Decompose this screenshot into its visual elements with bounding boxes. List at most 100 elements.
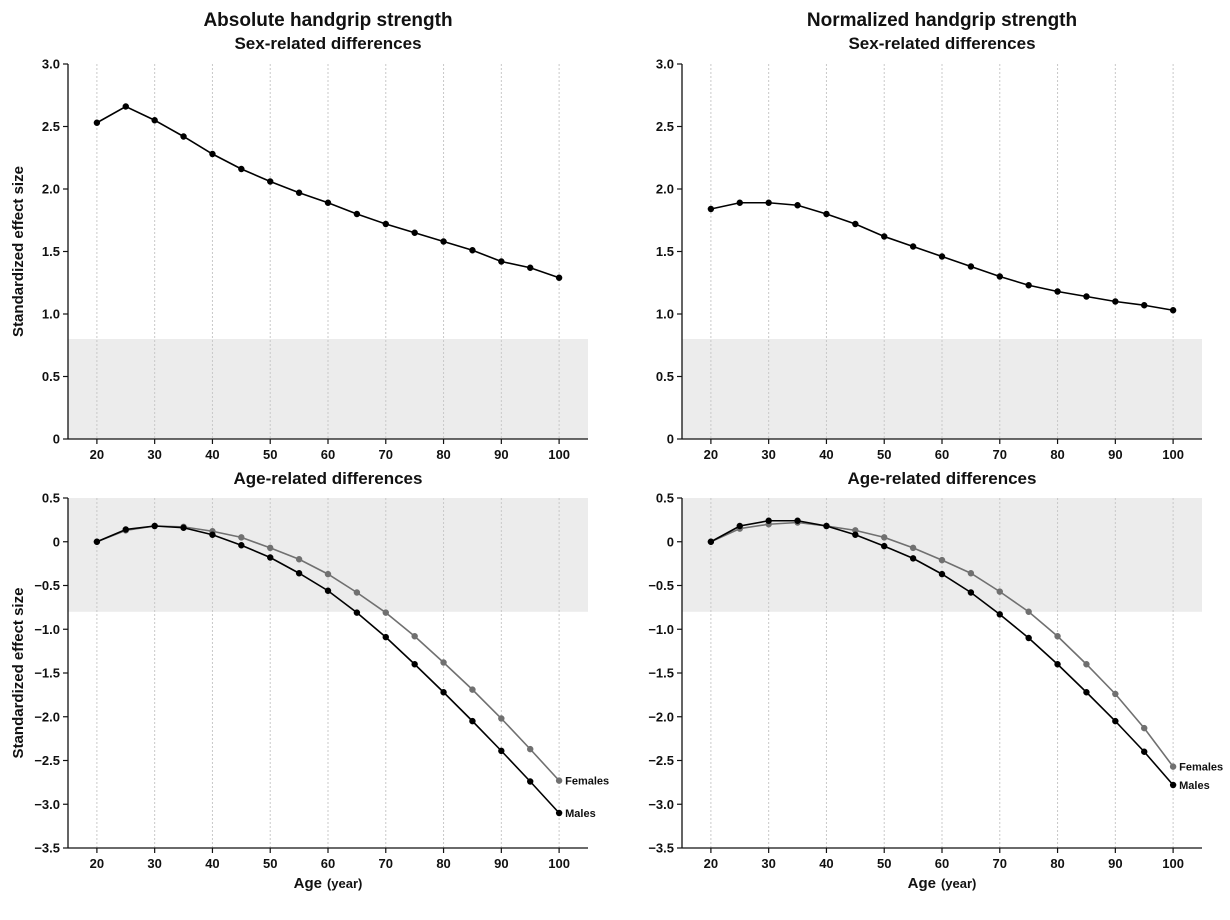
y-tick-label: 2.0 bbox=[656, 182, 674, 197]
y-tick-label: 0.5 bbox=[42, 491, 60, 506]
data-point bbox=[498, 715, 505, 722]
y-tick-label: −3.5 bbox=[34, 841, 60, 856]
x-tick-label: 60 bbox=[321, 447, 335, 462]
data-point bbox=[295, 570, 303, 577]
x-tick-label: 70 bbox=[379, 447, 393, 462]
data-point bbox=[267, 178, 274, 185]
data-point bbox=[555, 274, 563, 281]
data-point bbox=[267, 544, 274, 552]
x-tick-label: 60 bbox=[935, 447, 949, 462]
x-tick-label: 20 bbox=[90, 447, 104, 462]
x-tick-label: 80 bbox=[1050, 856, 1064, 871]
data-point bbox=[765, 199, 772, 206]
data-point bbox=[555, 777, 563, 784]
data-point bbox=[498, 258, 505, 265]
data-point bbox=[996, 611, 1003, 618]
x-tick-label: 60 bbox=[935, 856, 949, 871]
x-tick-label: 50 bbox=[263, 856, 277, 871]
data-point bbox=[353, 210, 361, 218]
data-point bbox=[93, 119, 101, 126]
panel-1: 0 0.5 1.0 1.5 2.0 2.5 3.0 20 30 40 50 60 70 80 90 100 Ab… bbox=[10, 10, 588, 462]
x-tick-label: 30 bbox=[147, 856, 161, 871]
y-tick-label: −2.5 bbox=[34, 753, 60, 768]
data-point bbox=[881, 542, 888, 550]
y-axis-label: Standardized effect size bbox=[10, 166, 27, 337]
x-tick-label: 40 bbox=[819, 856, 833, 871]
y-tick-label: 1.0 bbox=[42, 307, 60, 322]
x-axis-label: Age (year) bbox=[908, 875, 977, 892]
data-point bbox=[238, 165, 245, 173]
data-point bbox=[852, 527, 859, 534]
y-tick-label: 0 bbox=[667, 432, 674, 447]
series-label-females: Females bbox=[565, 776, 609, 788]
data-point bbox=[823, 210, 830, 218]
series-label-males: Males bbox=[565, 808, 596, 820]
chart-subtitle: Age-related differences bbox=[848, 469, 1037, 488]
data-point bbox=[555, 809, 563, 817]
x-tick-label: 70 bbox=[379, 856, 393, 871]
y-tick-label: 3.0 bbox=[42, 57, 60, 72]
data-point bbox=[527, 264, 534, 271]
data-point bbox=[1141, 302, 1148, 309]
x-tick-label: 50 bbox=[877, 447, 891, 462]
y-tick-label: −1.0 bbox=[34, 622, 60, 637]
data-point bbox=[527, 745, 534, 753]
data-point bbox=[1054, 633, 1061, 640]
data-point bbox=[469, 717, 476, 725]
data-point bbox=[440, 659, 447, 666]
x-axis-label-unit: (year) bbox=[941, 876, 976, 891]
y-tick-label: −3.5 bbox=[648, 841, 674, 856]
x-axis-label: Age (year) bbox=[294, 875, 363, 892]
data-point bbox=[938, 556, 946, 564]
data-point bbox=[909, 243, 917, 250]
chart-title: Normalized handgrip strength bbox=[807, 10, 1077, 31]
data-point bbox=[1083, 689, 1090, 696]
data-point bbox=[353, 589, 361, 596]
data-point bbox=[1141, 748, 1148, 755]
data-point bbox=[1112, 690, 1119, 698]
x-tick-label: 90 bbox=[494, 856, 508, 871]
x-tick-label: 30 bbox=[761, 447, 775, 462]
y-tick-label: −0.5 bbox=[34, 578, 60, 593]
data-point bbox=[881, 233, 888, 240]
y-tick-label: −2.0 bbox=[34, 709, 60, 724]
y-tick-label: 0.5 bbox=[656, 491, 674, 506]
x-tick-label: 90 bbox=[1108, 856, 1122, 871]
y-tick-label: 2.5 bbox=[656, 119, 674, 134]
x-tick-label: 20 bbox=[704, 447, 718, 462]
panel-2: 0 0.5 1.0 1.5 2.0 2.5 3.0 20 30 40 50 60 70 80 90 100 No… bbox=[656, 10, 1202, 462]
data-point bbox=[967, 589, 975, 596]
x-tick-label: 50 bbox=[877, 856, 891, 871]
data-point bbox=[180, 524, 187, 531]
x-axis-label-unit: (year) bbox=[327, 876, 362, 891]
data-point bbox=[209, 531, 216, 538]
x-tick-label: 90 bbox=[494, 447, 508, 462]
x-tick-label: 80 bbox=[436, 856, 450, 871]
data-point bbox=[1054, 288, 1061, 295]
x-tick-label: 40 bbox=[819, 447, 833, 462]
chart-subtitle: Sex-related differences bbox=[234, 34, 421, 53]
data-point bbox=[527, 778, 534, 785]
data-point bbox=[881, 534, 888, 541]
data-point bbox=[909, 555, 917, 562]
x-tick-label: 80 bbox=[1050, 447, 1064, 462]
x-axis-label-text: Age bbox=[908, 875, 936, 892]
data-point bbox=[180, 133, 187, 140]
data-point bbox=[324, 570, 332, 578]
y-tick-label: −2.0 bbox=[648, 709, 674, 724]
x-axis-label-text: Age bbox=[294, 875, 322, 892]
data-point bbox=[469, 247, 476, 254]
x-tick-label: 30 bbox=[761, 856, 775, 871]
x-tick-label: 90 bbox=[1108, 447, 1122, 462]
data-point bbox=[1169, 763, 1177, 770]
data-point bbox=[382, 609, 389, 616]
data-point bbox=[238, 542, 245, 549]
data-point bbox=[1083, 293, 1090, 300]
x-tick-label: 100 bbox=[1162, 447, 1184, 462]
data-point bbox=[353, 609, 361, 616]
data-point bbox=[411, 661, 418, 668]
data-point bbox=[736, 199, 743, 206]
data-point bbox=[1083, 661, 1090, 668]
y-tick-label: −1.5 bbox=[34, 666, 60, 681]
data-point bbox=[122, 526, 129, 533]
